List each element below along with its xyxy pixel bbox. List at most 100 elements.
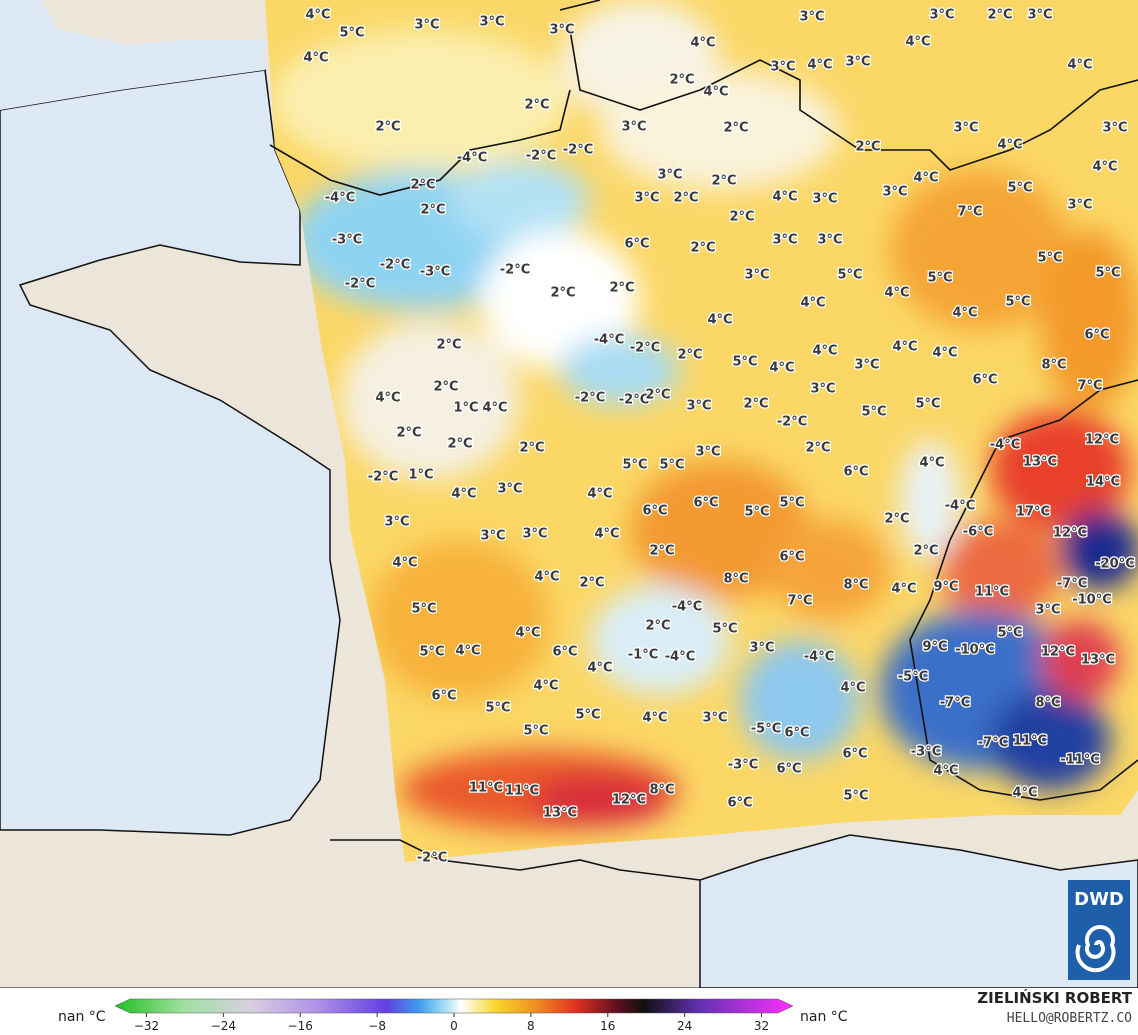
temperature-label: -4°C bbox=[594, 333, 624, 348]
temperature-label: 4°C bbox=[1012, 786, 1037, 801]
colorbar-tick-label: 0 bbox=[450, 1019, 458, 1033]
temperature-label: 7°C bbox=[787, 594, 812, 609]
colorbar-tick-label: −16 bbox=[288, 1019, 313, 1033]
temperature-label: 5°C bbox=[837, 268, 862, 283]
temperature-label: 2°C bbox=[677, 348, 702, 363]
temperature-label: 5°C bbox=[927, 271, 952, 286]
temperature-label: 4°C bbox=[905, 35, 930, 50]
temperature-label: -3°C bbox=[332, 233, 362, 248]
temperature-label: 4°C bbox=[892, 340, 917, 355]
temperature-label: 5°C bbox=[622, 458, 647, 473]
temperature-label: 2°C bbox=[913, 544, 938, 559]
temperature-label: 3°C bbox=[1067, 198, 1092, 213]
colorbar-tick-label: 32 bbox=[754, 1019, 769, 1033]
temperature-label: 6°C bbox=[552, 645, 577, 660]
temperature-label: 4°C bbox=[515, 626, 540, 641]
temperature-label: 4°C bbox=[392, 556, 417, 571]
temperature-label: 3°C bbox=[817, 233, 842, 248]
temperature-label: 5°C bbox=[523, 724, 548, 739]
temperature-label: -4°C bbox=[457, 151, 487, 166]
temperature-label: 3°C bbox=[749, 641, 774, 656]
temperature-label: 3°C bbox=[480, 529, 505, 544]
temperature-label: 3°C bbox=[634, 191, 659, 206]
temperature-label: -2°C bbox=[500, 263, 530, 278]
temperature-label: 5°C bbox=[732, 355, 757, 370]
colorbar-tick-label: 16 bbox=[600, 1019, 615, 1033]
temperature-label: 4°C bbox=[587, 487, 612, 502]
temperature-label: 6°C bbox=[727, 796, 752, 811]
temperature-label: -2°C bbox=[380, 258, 410, 273]
temperature-label: -2°C bbox=[777, 415, 807, 430]
temperature-label: -4°C bbox=[325, 191, 355, 206]
dwd-logo: DWD bbox=[1068, 880, 1130, 980]
temperature-label: -3°C bbox=[420, 265, 450, 280]
temperature-label: 12°C bbox=[1085, 433, 1119, 448]
temperature-label: 4°C bbox=[703, 85, 728, 100]
temperature-label: -20°C bbox=[1095, 557, 1135, 572]
temperature-label: -10°C bbox=[955, 643, 995, 658]
temperature-label: -4°C bbox=[945, 499, 975, 514]
temperature-label: 4°C bbox=[534, 570, 559, 585]
temperature-label: 5°C bbox=[861, 405, 886, 420]
temperature-label: 4°C bbox=[375, 391, 400, 406]
temperature-label: 4°C bbox=[303, 51, 328, 66]
temperature-label: 3°C bbox=[384, 515, 409, 530]
temperature-label: 4°C bbox=[840, 681, 865, 696]
temperature-label: 3°C bbox=[812, 192, 837, 207]
temperature-label: 3°C bbox=[854, 358, 879, 373]
colorbar-tick-label: −8 bbox=[368, 1019, 386, 1033]
temperature-label: 5°C bbox=[575, 708, 600, 723]
temperature-label: 4°C bbox=[707, 313, 732, 328]
temperature-label: -6°C bbox=[963, 525, 993, 540]
temperature-label: 1°C bbox=[453, 401, 478, 416]
temperature-label: 12°C bbox=[612, 793, 646, 808]
temperature-label: -1°C bbox=[628, 648, 658, 663]
temperature-label: 9°C bbox=[922, 640, 947, 655]
temperature-label: -2°C bbox=[345, 277, 375, 292]
logo-box bbox=[1068, 880, 1130, 980]
temperature-label: 4°C bbox=[594, 527, 619, 542]
temperature-label: 11°C bbox=[469, 781, 503, 796]
temperature-label: 5°C bbox=[339, 26, 364, 41]
temperature-labels: 4°C 3°C 3°C 5°C 3°C 4°C 2°C 2°C 3°C 3°C 2°C 3°C 4°C 4… bbox=[302, 6, 1136, 867]
temperature-label: 5°C bbox=[744, 505, 769, 520]
logo-text: DWD bbox=[1074, 889, 1124, 910]
temperature-label: 2°C bbox=[669, 73, 694, 88]
temperature-label: 4°C bbox=[482, 401, 507, 416]
temperature-label: -7°C bbox=[1057, 577, 1087, 592]
temperature-label: 2°C bbox=[550, 286, 575, 301]
temperature-label: 6°C bbox=[431, 689, 456, 704]
temperature-label: 3°C bbox=[929, 8, 954, 23]
temperature-label: 5°C bbox=[1095, 266, 1120, 281]
temperature-label: 2°C bbox=[987, 8, 1012, 23]
temperature-label: -4°C bbox=[990, 438, 1020, 453]
temperature-label: 6°C bbox=[624, 237, 649, 252]
temperature-label: -5°C bbox=[898, 670, 928, 685]
temperature-label: 3°C bbox=[497, 482, 522, 497]
temperature-label: -4°C bbox=[672, 600, 702, 615]
temperature-label: 5°C bbox=[485, 701, 510, 716]
temperature-label: 2°C bbox=[743, 397, 768, 412]
temperature-label: 13°C bbox=[543, 806, 577, 821]
borders bbox=[269, 0, 1138, 881]
temperature-label: 3°C bbox=[414, 18, 439, 33]
temperature-label: -10°C bbox=[1072, 593, 1112, 608]
temperature-label: 2°C bbox=[690, 241, 715, 256]
temperature-label: 3°C bbox=[686, 399, 711, 414]
temperature-label: 5°C bbox=[997, 626, 1022, 641]
temperature-label: 4°C bbox=[952, 306, 977, 321]
temperature-field bbox=[265, 0, 1138, 862]
temperature-label: 3°C bbox=[522, 527, 547, 542]
temperature-label: 12°C bbox=[1053, 526, 1087, 541]
temperature-label: 2°C bbox=[711, 174, 736, 189]
temperature-label: 2°C bbox=[649, 544, 674, 559]
credit-contact: HELLO@ROBERTZ.CO bbox=[1007, 1011, 1132, 1026]
temperature-label: 12°C bbox=[1041, 645, 1075, 660]
colorbar-tick-label: −32 bbox=[134, 1019, 159, 1033]
temperature-label: 1°C bbox=[408, 468, 433, 483]
temperature-label: -7°C bbox=[978, 736, 1008, 751]
temperature-label: 3°C bbox=[479, 15, 504, 30]
temperature-label: 5°C bbox=[843, 789, 868, 804]
temperature-label: 5°C bbox=[1005, 295, 1030, 310]
